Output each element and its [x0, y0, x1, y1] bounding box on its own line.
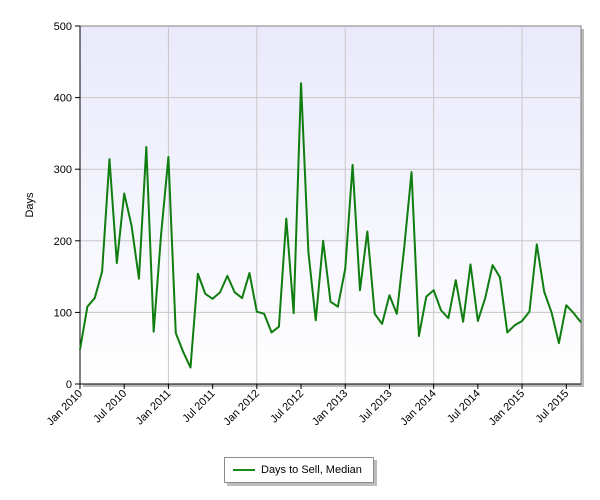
gridlines: [80, 26, 581, 384]
y-tick-label: 200: [54, 236, 72, 248]
x-tick-label: Jul 2011: [180, 388, 217, 425]
y-tick-label: 300: [54, 164, 72, 176]
x-tick-label: Jan 2010: [45, 388, 85, 428]
x-tick-label: Jul 2014: [445, 388, 483, 426]
y-axis-ticks: 0 100 200 300 400 500: [54, 21, 81, 391]
y-tick-label: 100: [54, 307, 72, 319]
x-tick-label: Jan 2014: [398, 388, 438, 428]
legend-label: Days to Sell, Median: [261, 464, 362, 476]
x-tick-label: Jan 2015: [487, 388, 527, 428]
legend-swatch: [233, 469, 255, 471]
x-tick-label: Jul 2015: [533, 388, 571, 426]
x-tick-label: Jul 2013: [357, 388, 395, 426]
x-tick-label: Jul 2012: [268, 388, 306, 426]
x-tick-label: Jul 2010: [91, 388, 129, 426]
x-tick-label: Jan 2012: [221, 388, 261, 428]
x-axis-ticks: Jan 2010 Jul 2010 Jan 2011 Jul 2011 Jan 2012…: [45, 383, 581, 428]
series-lines: [79, 82, 582, 369]
x-tick-label: Jan 2013: [310, 388, 350, 428]
y-axis-title: Days: [24, 192, 36, 218]
plot-area: [79, 25, 582, 385]
y-tick-label: 0: [66, 379, 72, 391]
y-tick-label: 500: [54, 21, 72, 33]
series-line-days-to-sell-median: [79, 82, 582, 369]
y-tick-label: 400: [54, 93, 72, 105]
x-tick-label: Jan 2011: [134, 388, 174, 428]
legend: Days to Sell, Median: [224, 457, 374, 483]
